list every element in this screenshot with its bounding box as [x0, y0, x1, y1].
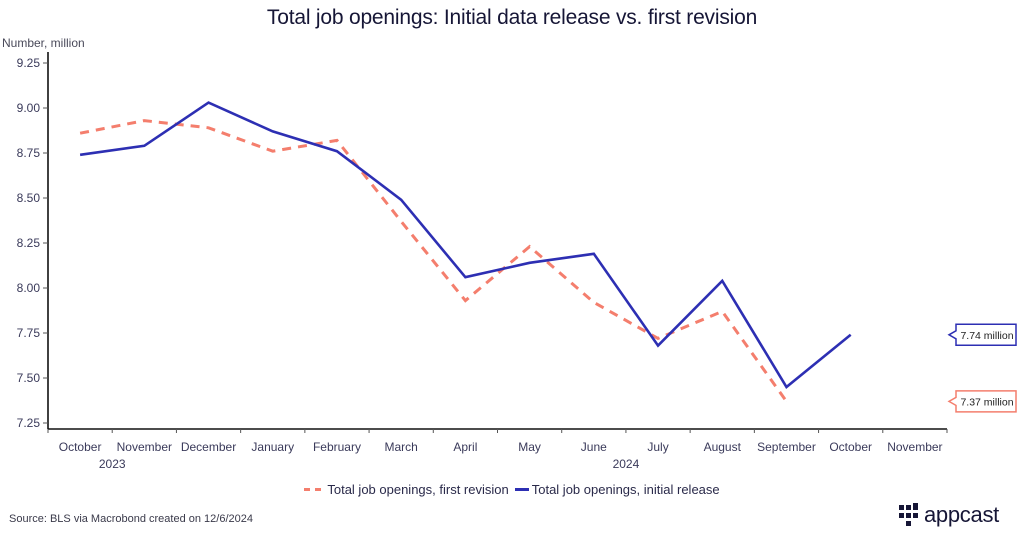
legend-item-initial-release: Total job openings, initial release — [514, 482, 720, 497]
y-tick-label: 7.50 — [17, 371, 41, 385]
series-line-first-revision — [79, 119, 788, 403]
logo-grid-icon — [899, 503, 921, 527]
x-tick-label: October — [59, 440, 102, 454]
legend: Total job openings, first revision Total… — [0, 482, 1024, 497]
x-tick-label: October — [829, 440, 872, 454]
axes: 9.25 9.00 8.75 8.50 8.25 8.00 7.75 7.50 7.25 Octo… — [17, 52, 948, 471]
x-tick-label: March — [385, 440, 418, 454]
x-tick-label: February — [313, 440, 361, 454]
legend-swatch-dashed — [304, 488, 325, 491]
series-lines — [79, 101, 852, 403]
end-value-label: 7.74 million — [960, 330, 1013, 342]
x-tick-label: July — [647, 440, 668, 454]
end-value-label-box — [947, 323, 1017, 347]
x-year-label: 2023 — [99, 457, 126, 471]
x-tick-label: June — [581, 440, 607, 454]
y-tick-label: 9.25 — [17, 56, 41, 70]
x-tick-label: November — [887, 440, 942, 454]
y-tick-label: 8.00 — [17, 281, 41, 295]
appcast-logo: appcast — [899, 502, 999, 528]
y-tick-label: 8.25 — [17, 236, 41, 250]
x-year-label: 2024 — [613, 457, 640, 471]
end-value-label: 7.37 million — [960, 396, 1013, 408]
y-tick-label: 7.75 — [17, 326, 41, 340]
x-tick-label: September — [757, 440, 816, 454]
legend-label: Total job openings, first revision — [327, 482, 509, 497]
y-axis-label: Number, million — [2, 36, 85, 50]
legend-swatch-solid — [514, 488, 529, 491]
y-tick-label: 7.25 — [17, 416, 41, 430]
end-labels: 7.37 million 7.74 million — [947, 323, 1017, 413]
source-note: Source: BLS via Macrobond created on 12/… — [9, 513, 253, 525]
legend-item-first-revision: Total job openings, first revision — [304, 482, 509, 497]
end-value-label-box — [947, 390, 1017, 413]
logo-text: appcast — [924, 502, 999, 527]
x-tick-label: April — [453, 440, 477, 454]
chart-title: Total job openings: Initial data release… — [266, 6, 758, 29]
x-tick-label: November — [117, 440, 172, 454]
x-tick-label: December — [181, 440, 236, 454]
x-tick-label: August — [704, 440, 742, 454]
y-tick-label: 9.00 — [17, 101, 41, 115]
x-tick-label: January — [251, 440, 294, 454]
y-tick-label: 8.75 — [17, 146, 41, 160]
series-line-initial-release — [79, 101, 852, 389]
legend-label: Total job openings, initial release — [531, 482, 720, 497]
y-tick-label: 8.50 — [17, 191, 41, 205]
x-tick-label: May — [518, 440, 541, 454]
